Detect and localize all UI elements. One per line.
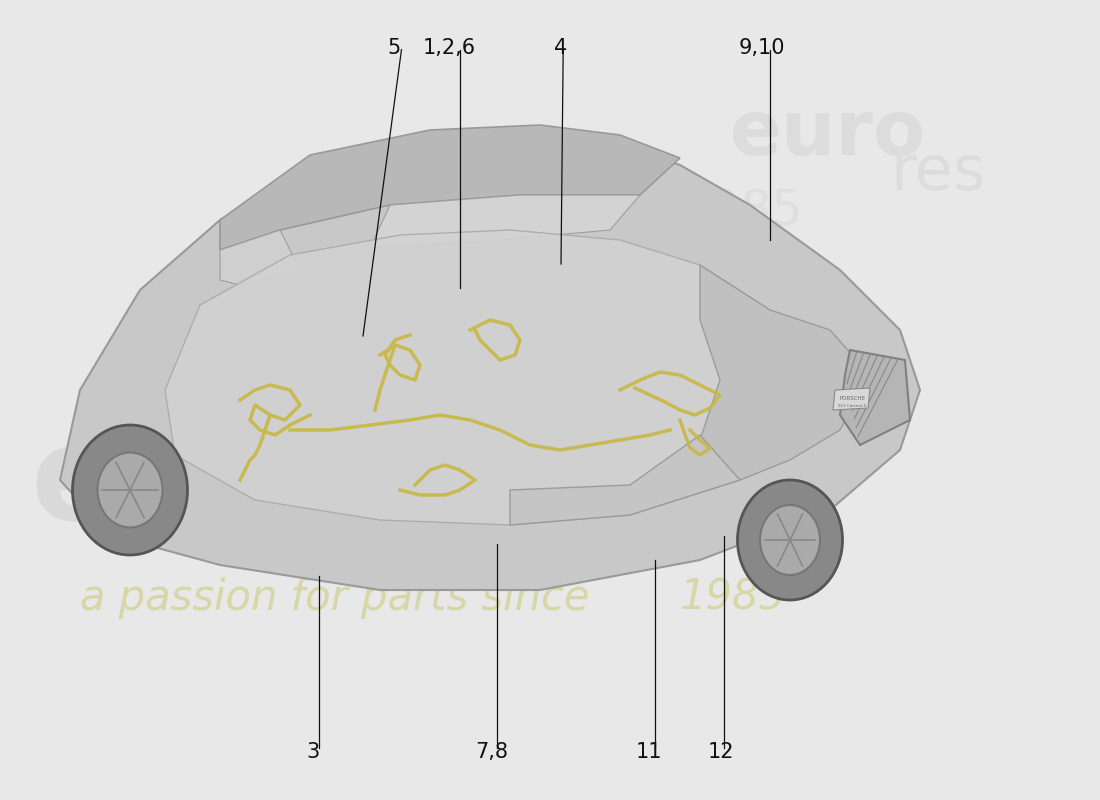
Text: 7,8: 7,8 [475, 742, 508, 762]
Text: 4: 4 [554, 38, 568, 58]
Text: 12: 12 [707, 742, 734, 762]
Ellipse shape [760, 505, 820, 575]
Polygon shape [510, 435, 740, 525]
Ellipse shape [737, 480, 843, 600]
Polygon shape [220, 125, 680, 250]
Ellipse shape [73, 425, 187, 555]
Text: 1985: 1985 [680, 187, 803, 235]
Text: res: res [890, 143, 986, 203]
Text: 911 Carrera S: 911 Carrera S [838, 404, 866, 408]
Text: euro: euro [730, 97, 926, 171]
Text: 3: 3 [307, 742, 320, 762]
Polygon shape [370, 195, 640, 248]
Polygon shape [220, 230, 300, 285]
Text: 1,2,6: 1,2,6 [422, 38, 475, 58]
Polygon shape [700, 265, 870, 480]
Text: 11: 11 [636, 742, 662, 762]
Text: 1985: 1985 [680, 577, 786, 619]
Polygon shape [833, 388, 870, 410]
Text: 5: 5 [387, 38, 400, 58]
Polygon shape [840, 350, 910, 445]
Text: 9,10: 9,10 [739, 38, 785, 58]
Text: euro: euro [30, 420, 370, 547]
Text: a passion for parts since: a passion for parts since [80, 577, 590, 619]
Text: Parts: Parts [230, 420, 560, 547]
Polygon shape [60, 135, 920, 590]
Polygon shape [165, 230, 800, 525]
Ellipse shape [98, 453, 163, 527]
Text: PORSCHE: PORSCHE [839, 397, 865, 402]
